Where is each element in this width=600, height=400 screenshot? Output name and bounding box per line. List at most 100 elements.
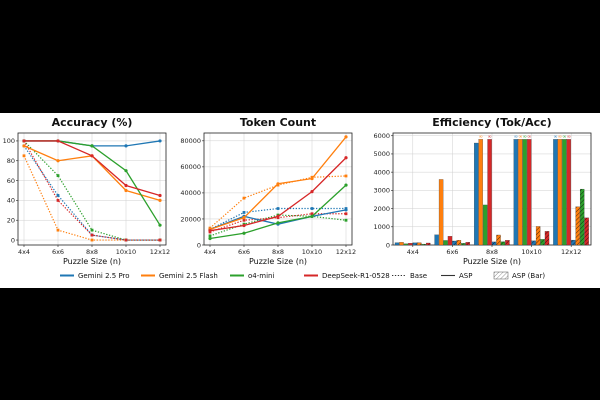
data-point <box>208 236 212 241</box>
data-point-square <box>56 194 60 197</box>
bar <box>434 234 439 246</box>
x-tick-label: 6x6 <box>238 248 250 256</box>
overflow-marker: ∞ <box>523 134 527 140</box>
data-point <box>90 154 94 158</box>
data-point <box>344 183 348 187</box>
overflow-marker: ∞ <box>488 134 492 140</box>
chart-title: Efficiency (Tok/Acc) <box>432 116 551 129</box>
data-point <box>22 144 26 148</box>
bar-hatch <box>461 243 466 245</box>
data-point <box>22 139 26 143</box>
x-tick-label: 4x4 <box>18 248 30 256</box>
x-tick-label: 10x10 <box>302 248 322 256</box>
data-point <box>124 188 128 193</box>
y-tick-label: 80 <box>7 157 15 165</box>
data-point-square <box>124 238 128 242</box>
bar <box>447 236 453 246</box>
legend-label: ASP <box>459 272 472 280</box>
bar-hatch <box>452 240 457 245</box>
y-tick-label: 100 <box>3 137 15 145</box>
bar <box>513 139 519 246</box>
data-point <box>276 221 280 225</box>
chart-0 <box>16 132 167 247</box>
data-point <box>158 139 162 143</box>
y-tick-label: 80000 <box>180 137 201 145</box>
data-point-square <box>56 174 60 178</box>
bar <box>557 139 563 246</box>
figure-panel: 0 20 40 60 80 100 4x4 6x6 8x8 10x10 12x12 Accuracy … <box>0 113 600 288</box>
bar <box>562 139 567 246</box>
legend-label: DeepSeek-R1-0528 <box>322 272 390 280</box>
data-point <box>208 229 212 233</box>
data-point-square <box>56 228 60 232</box>
data-point <box>124 183 128 188</box>
bar-hatch <box>575 206 580 245</box>
bar-hatch <box>536 226 541 245</box>
overflow-marker: ∞ <box>553 134 557 140</box>
x-tick-label: 12x12 <box>150 248 170 256</box>
data-point <box>276 182 280 186</box>
bar-hatch <box>412 242 417 245</box>
data-point <box>344 208 348 212</box>
x-tick-label: 10x10 <box>521 248 541 256</box>
data-point <box>242 231 246 235</box>
bar <box>527 139 532 246</box>
y-tick-label: 60000 <box>180 163 201 171</box>
data-point <box>158 223 162 227</box>
bar <box>478 139 483 246</box>
bar <box>518 139 523 246</box>
data-point <box>344 156 348 160</box>
bar-hatch <box>540 239 545 245</box>
bar <box>482 204 488 246</box>
legend-label: Gemini 2.5 Flash <box>159 272 218 280</box>
figure-svg: 0 20 40 60 80 100 4x4 6x6 8x8 10x10 12x12 Accuracy … <box>3 116 592 280</box>
overflow-marker: ∞ <box>527 134 531 140</box>
legend-label: Base <box>410 272 427 280</box>
series-line <box>209 214 347 237</box>
y-tick-label: 2000 <box>373 205 390 213</box>
data-point <box>310 214 314 218</box>
x-tick-label: 4x4 <box>407 248 419 256</box>
x-axis-label: Puzzle Size (n) <box>249 257 307 266</box>
bar-hatch <box>505 240 510 245</box>
data-point <box>158 193 162 198</box>
data-point-square <box>344 218 348 222</box>
data-point-square <box>344 212 348 216</box>
y-tick-label: 0 <box>197 241 201 249</box>
x-tick-label: 10x10 <box>116 248 136 256</box>
data-point-square <box>276 207 280 210</box>
y-tick-label: 5000 <box>373 150 390 158</box>
x-tick-label: 6x6 <box>446 248 458 256</box>
bar <box>487 139 492 246</box>
overflow-marker: ∞ <box>479 134 483 140</box>
bar-hatch <box>580 189 585 245</box>
bar-hatch <box>584 217 589 245</box>
bar-hatch <box>456 240 461 245</box>
bar-hatch <box>544 231 550 245</box>
bar <box>443 240 448 246</box>
chart-1 <box>202 132 353 247</box>
plot-frame <box>17 132 167 246</box>
bar-hatch <box>500 241 506 245</box>
y-tick-label: 0 <box>386 241 390 249</box>
y-tick-label: 60 <box>7 177 15 185</box>
x-tick-label: 4x4 <box>204 248 216 256</box>
y-tick-label: 20 <box>7 217 15 225</box>
bar-hatch <box>417 242 422 245</box>
bar <box>394 242 400 246</box>
chart-2 <box>391 132 592 247</box>
bar <box>553 139 558 246</box>
data-point-square <box>310 207 314 210</box>
y-tick-label: 40 <box>7 197 15 205</box>
y-tick-label: 0 <box>11 236 15 244</box>
legend <box>60 271 509 280</box>
data-point <box>310 190 314 194</box>
bar-hatch <box>426 242 431 245</box>
bar-hatch <box>496 234 501 245</box>
chart-title: Token Count <box>240 116 316 129</box>
overflow-marker: ∞ <box>558 134 562 140</box>
data-point <box>276 214 280 218</box>
chart-title: Accuracy (%) <box>52 116 133 129</box>
data-point <box>124 144 128 148</box>
overflow-marker: ∞ <box>514 134 518 140</box>
